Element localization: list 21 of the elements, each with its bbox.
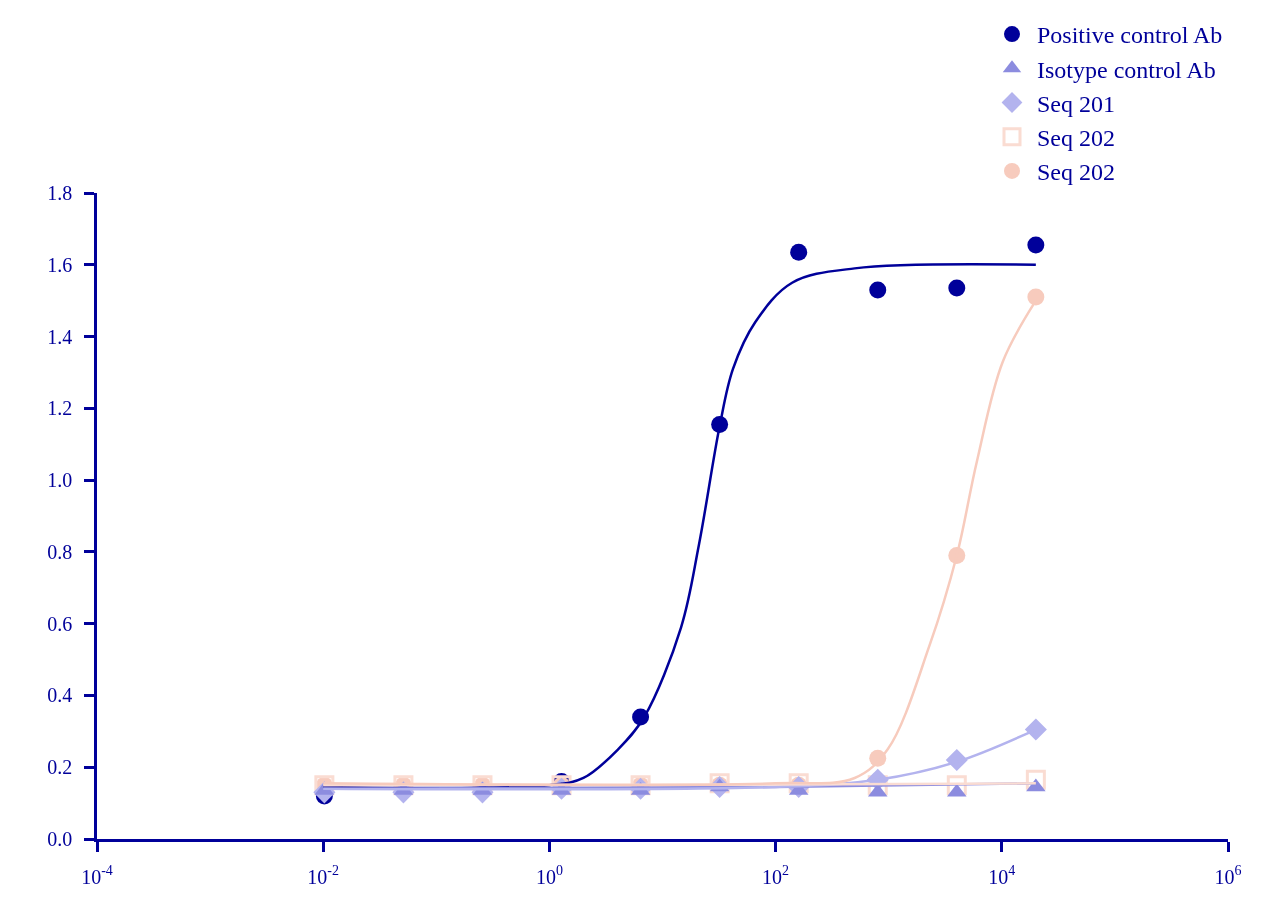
y-tick-label: 0.6 — [47, 612, 73, 635]
legend-label: Seq 202 — [1037, 125, 1115, 152]
legend-label: Positive control Ab — [1037, 22, 1223, 49]
y-tick-label: 1.2 — [47, 397, 73, 420]
x-tick-label: 10$^{4}$ — [988, 863, 1016, 888]
x-tick-label: 10$^{2}$ — [762, 863, 790, 888]
y-tick-label: 0.2 — [47, 756, 73, 779]
y-tick-label: 1.4 — [47, 325, 73, 348]
y-tick-label: 1.8 — [47, 182, 73, 204]
x-tick-label: 10$^{-2}$ — [307, 863, 340, 888]
y-tick-label: 1.6 — [47, 253, 73, 276]
legend-label: Seq 201 — [1037, 90, 1115, 117]
y-tick-label: 0.0 — [47, 828, 73, 850]
legend-label: Isotype control Ab — [1037, 56, 1216, 83]
x-tick-label: 10$^{6}$ — [1214, 863, 1242, 888]
x-tick-label: 10$^{-4}$ — [81, 863, 113, 888]
y-tick-label: 1.0 — [47, 469, 73, 492]
y-tick-label: 0.8 — [47, 540, 73, 563]
legend-label: Seq 202 — [1037, 159, 1115, 186]
x-tick-label: 10$^{0}$ — [535, 863, 563, 888]
y-tick-label: 0.4 — [47, 684, 73, 707]
